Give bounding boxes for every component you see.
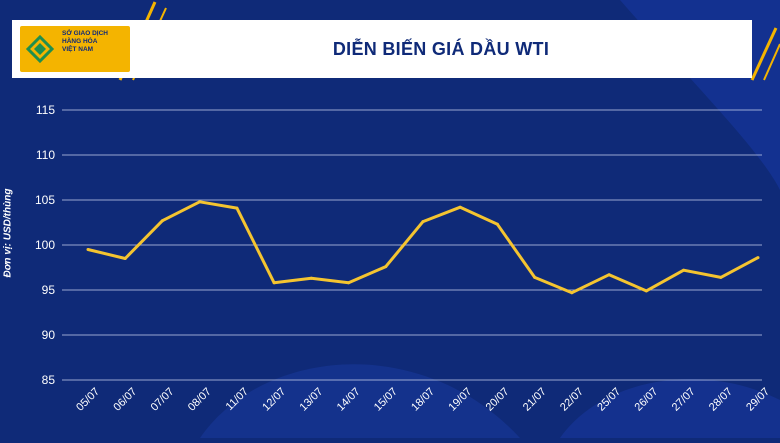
y-tick-label: 105: [35, 193, 55, 207]
data-point: [198, 200, 202, 204]
x-tick-label: 15/07: [372, 386, 400, 414]
data-point: [272, 281, 276, 285]
x-tick-label: 22/07: [558, 386, 586, 414]
chart-title: DIỄN BIẾN GIÁ DẦU WTI: [332, 39, 550, 59]
x-tick-label: 28/07: [707, 386, 735, 414]
data-point: [644, 289, 648, 293]
x-tick-label: 06/07: [111, 386, 139, 414]
data-point: [86, 248, 90, 251]
x-tick-label: 27/07: [670, 386, 698, 414]
x-tick-label: 19/07: [446, 386, 474, 414]
data-point: [607, 273, 611, 277]
data-point: [421, 220, 425, 224]
data-point: [458, 205, 462, 209]
data-point: [347, 281, 351, 285]
x-tick-label: 08/07: [186, 386, 214, 414]
x-tick-layer: 05/07 06/07 07/07 08/07 11/07 12/07 13/07 14/07…: [74, 386, 772, 414]
data-point: [160, 219, 164, 223]
logo-text: SỞ GIAO DỊCH HÀNG HÓA VIỆT NAM: [62, 30, 108, 53]
x-tick-label: 12/07: [260, 386, 288, 414]
data-point: [719, 275, 723, 279]
series-layer: [86, 200, 760, 295]
data-point: [570, 291, 574, 295]
data-point: [309, 276, 313, 280]
y-tick-layer: 85 90 95 100 105 110 115: [35, 103, 55, 387]
x-tick-label: 14/07: [335, 386, 363, 414]
x-tick-label: 18/07: [409, 386, 437, 414]
x-tick-label: 26/07: [633, 386, 661, 414]
data-point: [235, 206, 239, 210]
y-tick-label: 100: [35, 238, 55, 252]
logo: [20, 26, 130, 72]
data-point: [384, 265, 388, 269]
data-point: [756, 256, 760, 260]
x-tick-label: 21/07: [521, 386, 549, 414]
y-tick-label: 85: [42, 373, 56, 387]
x-tick-label: 25/07: [595, 386, 623, 414]
x-tick-label: 29/07: [744, 386, 772, 414]
series-line-0: [87, 200, 759, 295]
x-tick-label: 11/07: [224, 386, 251, 413]
y-tick-label: 90: [42, 328, 56, 342]
grid-layer: [62, 109, 762, 381]
data-point: [533, 275, 537, 279]
x-tick-label: 20/07: [484, 386, 512, 414]
logo-mark-icon: [25, 34, 55, 64]
data-point: [495, 222, 499, 226]
data-point: [123, 257, 127, 260]
x-tick-label: 05/07: [74, 386, 102, 414]
x-tick-label: 13/07: [298, 386, 326, 414]
y-tick-label: 110: [36, 148, 55, 162]
data-point: [682, 268, 686, 272]
header-bar: [12, 20, 752, 78]
y-tick-label: 95: [42, 283, 56, 297]
y-tick-label: 115: [36, 103, 55, 117]
x-tick-label: 07/07: [149, 386, 177, 414]
